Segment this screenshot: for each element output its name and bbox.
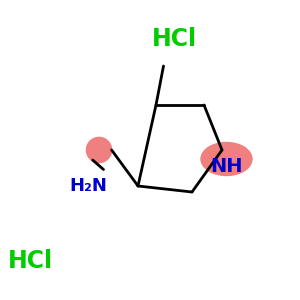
Text: HCl: HCl — [152, 27, 196, 51]
Circle shape — [86, 137, 112, 163]
Text: NH: NH — [210, 157, 243, 176]
Ellipse shape — [201, 142, 252, 176]
Text: H₂N: H₂N — [70, 177, 107, 195]
Text: HCl: HCl — [8, 249, 52, 273]
